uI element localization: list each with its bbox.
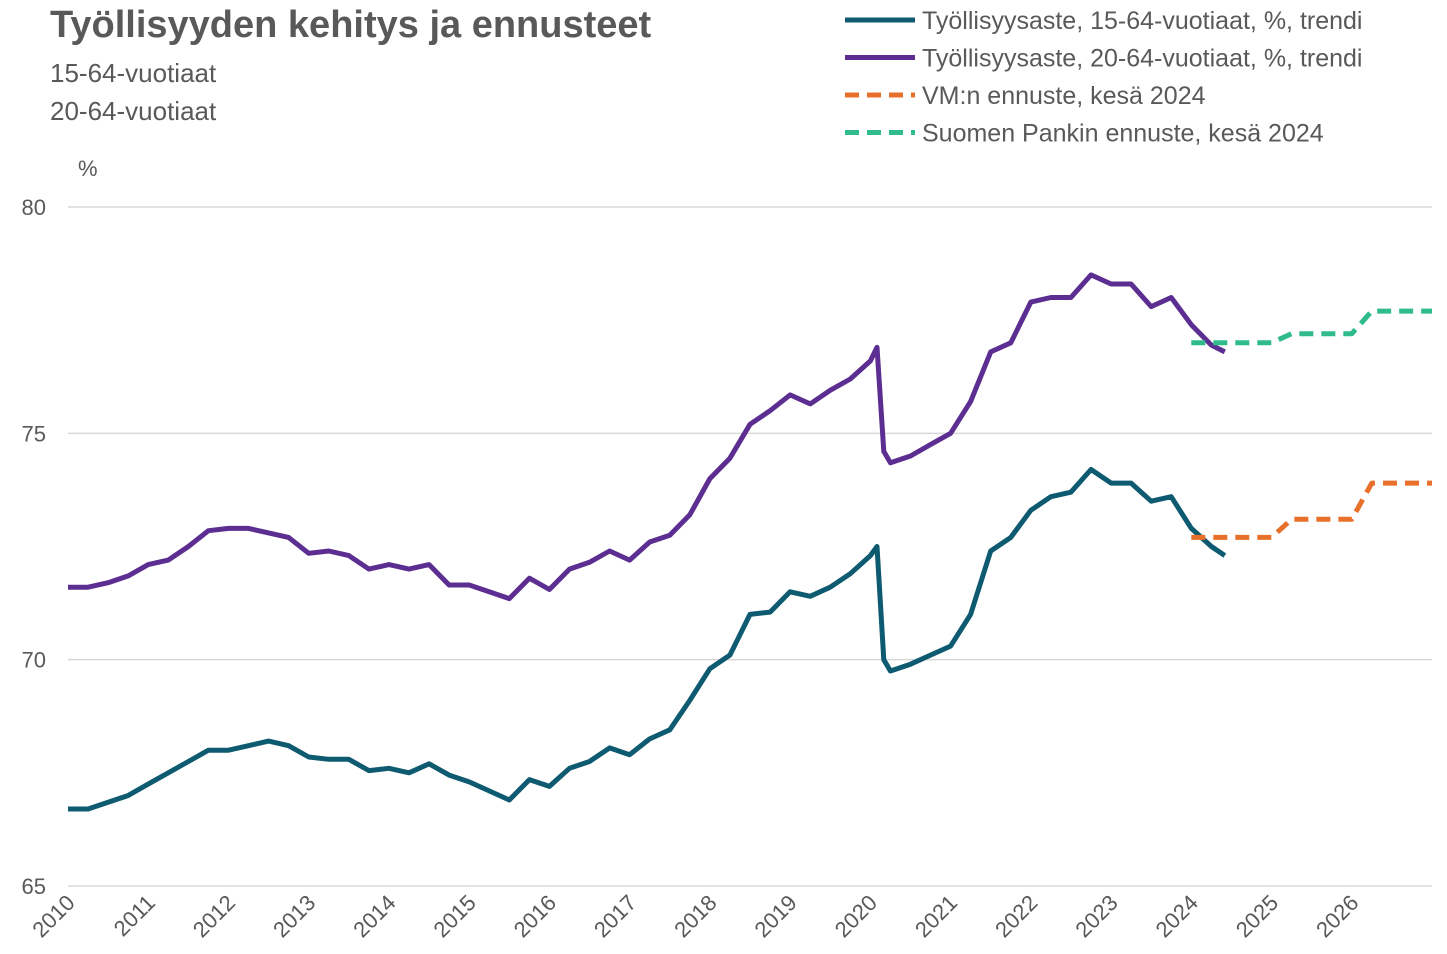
x-tick-label: 2016: [509, 890, 561, 942]
y-tick-label: 70: [22, 648, 46, 673]
y-tick-label: 80: [22, 195, 46, 220]
x-tick-label: 2019: [749, 890, 801, 942]
x-tick-label: 2020: [830, 890, 882, 942]
legend-label: Suomen Pankin ennuste, kesä 2024: [922, 120, 1324, 148]
x-tick-label: 2014: [348, 890, 400, 942]
x-tick-label: 2013: [268, 890, 320, 942]
y-axis-label: %: [78, 156, 98, 181]
x-tick-label: 2025: [1231, 890, 1283, 942]
y-tick-label: 65: [22, 874, 46, 899]
x-tick-label: 2015: [429, 890, 481, 942]
x-tick-label: 2026: [1311, 890, 1363, 942]
x-tick-label: 2022: [990, 890, 1042, 942]
series-line: [1191, 480, 1432, 540]
chart-subtitle: 20-64-vuotiaat: [50, 96, 217, 126]
legend-label: Työllisyysaste, 15-64-vuotiaat, %, trend…: [922, 7, 1362, 35]
chart-subtitle: 15-64-vuotiaat: [50, 58, 217, 88]
x-tick-label: 2012: [188, 890, 240, 942]
x-tick-label: 2018: [669, 890, 721, 942]
series-line: [68, 272, 1226, 602]
series-line: [1191, 308, 1432, 346]
legend-label: VM:n ennuste, kesä 2024: [922, 82, 1206, 110]
y-tick-label: 75: [22, 421, 46, 446]
x-tick-label: 2011: [109, 890, 160, 941]
chart-title: Työllisyyden kehitys ja ennusteet: [50, 4, 652, 46]
legend-label: Työllisyysaste, 20-64-vuotiaat, %, trend…: [922, 45, 1362, 73]
x-tick-label: 2017: [589, 890, 641, 942]
x-tick-label: 2021: [910, 890, 962, 942]
series-line: [68, 467, 1227, 812]
x-tick-label: 2024: [1151, 890, 1203, 942]
x-tick-label: 2023: [1070, 890, 1122, 942]
